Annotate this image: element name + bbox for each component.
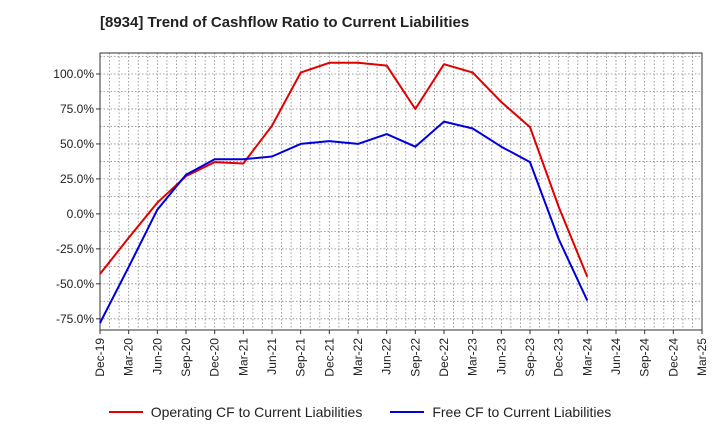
legend-swatch-operating-cf [108, 411, 143, 413]
x-tick-label: Sep-22 [408, 338, 422, 377]
y-tick-label: -25.0% [56, 242, 94, 256]
legend-swatch-free-cf [390, 411, 425, 413]
x-tick-label: Mar-25 [695, 338, 709, 376]
x-tick-label: Dec-24 [666, 338, 680, 377]
y-tick-label: -75.0% [56, 312, 94, 326]
x-tick-label: Mar-20 [122, 338, 136, 376]
x-tick-label: Sep-24 [638, 338, 652, 377]
x-tick-label: Dec-22 [437, 338, 451, 377]
x-tick-label: Jun-20 [150, 338, 164, 375]
chart-plot: 100.0% 75.0% 50.0% 25.0% 0.0% -25.0% -50.0% -75… [53, 52, 709, 377]
x-tick-label: Dec-21 [322, 338, 336, 377]
x-tick-label: Dec-20 [208, 338, 222, 377]
chart-title: [8934] Trend of Cashflow Ratio to Curren… [100, 14, 470, 31]
chart-legend: Operating CF to Current Liabilities Free… [0, 404, 720, 420]
x-tick-label: Sep-23 [523, 338, 537, 377]
y-tick-label: 75.0% [60, 102, 94, 116]
plot-border [99, 52, 703, 331]
series-line-free-cf [99, 120, 589, 324]
legend-item-operating-cf: Operating CF to Current Liabilities [108, 404, 363, 420]
x-tick-label: Jun-22 [380, 338, 394, 375]
y-tick-label: -50.0% [56, 277, 94, 291]
x-tick-label: Jun-23 [494, 338, 508, 375]
x-tick-label: Mar-21 [236, 338, 250, 376]
x-tick-label: Mar-24 [580, 338, 594, 376]
x-tick-label: Mar-23 [466, 338, 480, 376]
x-tick-label: Sep-21 [294, 338, 308, 377]
y-tick-label: 25.0% [60, 172, 94, 186]
x-tick-label: Sep-20 [179, 338, 193, 377]
legend-item-free-cf: Free CF to Current Liabilities [390, 404, 611, 420]
x-tick-label: Mar-22 [351, 338, 365, 376]
x-tick-label: Dec-19 [93, 338, 107, 377]
plot-area [100, 53, 702, 330]
legend-label-operating-cf: Operating CF to Current Liabilities [150, 404, 363, 420]
y-tick-label: 0.0% [67, 207, 95, 221]
x-tick-label: Jun-24 [609, 338, 623, 375]
legend-label-free-cf: Free CF to Current Liabilities [432, 404, 612, 420]
x-tick-label: Jun-21 [265, 338, 279, 375]
x-tick-label: Dec-23 [552, 338, 566, 377]
y-tick-label: 100.0% [53, 67, 94, 81]
y-tick-label: 50.0% [60, 137, 94, 151]
